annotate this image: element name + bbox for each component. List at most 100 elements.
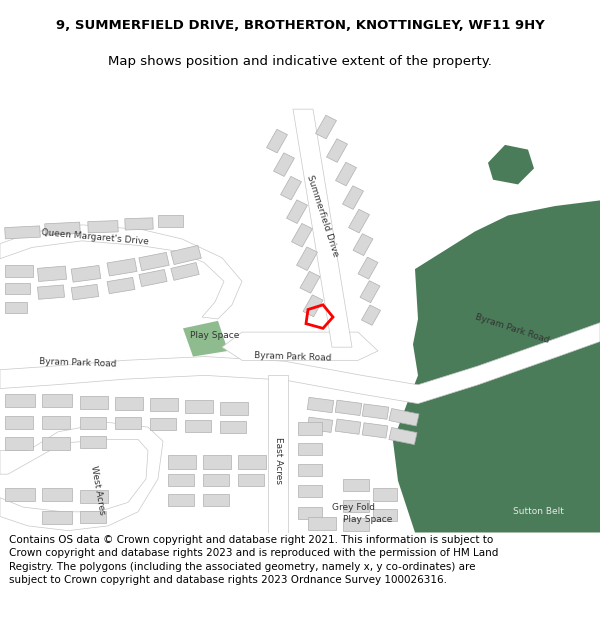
Polygon shape <box>292 223 313 247</box>
Polygon shape <box>42 394 72 408</box>
Polygon shape <box>393 201 600 532</box>
Polygon shape <box>220 402 248 415</box>
Polygon shape <box>71 284 99 300</box>
Polygon shape <box>5 226 40 239</box>
Text: East Acres: East Acres <box>274 436 283 484</box>
Text: Byram Park Road: Byram Park Road <box>254 351 332 362</box>
Polygon shape <box>300 271 320 293</box>
Polygon shape <box>316 115 337 139</box>
Polygon shape <box>298 464 322 476</box>
Polygon shape <box>158 216 183 227</box>
Text: Contains OS data © Crown copyright and database right 2021. This information is : Contains OS data © Crown copyright and d… <box>9 535 499 585</box>
Polygon shape <box>80 490 108 503</box>
Polygon shape <box>298 484 322 497</box>
Polygon shape <box>287 200 307 224</box>
Polygon shape <box>0 422 163 531</box>
Polygon shape <box>222 332 378 361</box>
Polygon shape <box>185 400 213 413</box>
Polygon shape <box>298 422 322 434</box>
Text: 9, SUMMERFIELD DRIVE, BROTHERTON, KNOTTINGLEY, WF11 9HY: 9, SUMMERFIELD DRIVE, BROTHERTON, KNOTTI… <box>56 19 544 32</box>
Polygon shape <box>358 257 378 279</box>
Polygon shape <box>5 436 33 450</box>
Text: Queen Margaret's Drive: Queen Margaret's Drive <box>41 228 149 246</box>
Text: Grey Fold: Grey Fold <box>331 503 374 512</box>
Polygon shape <box>343 499 369 512</box>
Text: Sutton Belt: Sutton Belt <box>512 508 563 516</box>
Polygon shape <box>139 269 167 286</box>
Polygon shape <box>238 456 266 469</box>
Polygon shape <box>298 443 322 456</box>
Polygon shape <box>80 511 106 523</box>
Text: Summerfield Drive: Summerfield Drive <box>305 174 340 258</box>
Polygon shape <box>168 494 194 506</box>
Polygon shape <box>203 456 231 469</box>
Polygon shape <box>107 278 135 294</box>
Polygon shape <box>150 418 176 430</box>
Polygon shape <box>80 396 108 409</box>
Polygon shape <box>80 417 106 429</box>
Polygon shape <box>171 262 199 281</box>
Polygon shape <box>266 129 287 153</box>
Polygon shape <box>307 417 333 432</box>
Polygon shape <box>80 436 106 448</box>
Polygon shape <box>115 417 141 429</box>
Polygon shape <box>168 456 196 469</box>
Polygon shape <box>296 247 317 271</box>
Polygon shape <box>139 253 169 271</box>
Polygon shape <box>71 266 101 282</box>
Polygon shape <box>268 376 288 532</box>
Polygon shape <box>361 305 380 325</box>
Polygon shape <box>274 153 295 176</box>
Polygon shape <box>45 222 80 235</box>
Polygon shape <box>168 474 194 486</box>
Polygon shape <box>183 321 228 357</box>
Text: West Acres: West Acres <box>89 465 107 516</box>
Polygon shape <box>281 176 301 200</box>
Polygon shape <box>185 419 211 432</box>
Polygon shape <box>115 397 143 410</box>
Polygon shape <box>171 246 201 264</box>
Text: Play Space: Play Space <box>190 331 239 341</box>
Polygon shape <box>5 416 33 429</box>
Polygon shape <box>37 266 67 281</box>
Polygon shape <box>326 139 347 162</box>
Polygon shape <box>0 322 600 404</box>
Polygon shape <box>360 281 380 302</box>
Polygon shape <box>42 436 70 450</box>
Polygon shape <box>5 266 33 277</box>
Polygon shape <box>88 221 118 233</box>
Polygon shape <box>335 162 356 186</box>
Text: Byram Park Road: Byram Park Road <box>39 357 117 369</box>
Polygon shape <box>293 109 352 347</box>
Polygon shape <box>362 422 388 438</box>
Polygon shape <box>203 474 229 486</box>
Polygon shape <box>125 218 153 230</box>
Polygon shape <box>5 488 35 501</box>
Polygon shape <box>335 419 361 434</box>
Polygon shape <box>353 234 373 256</box>
Polygon shape <box>42 488 72 501</box>
Polygon shape <box>362 404 389 419</box>
Polygon shape <box>303 295 323 317</box>
Polygon shape <box>335 400 362 416</box>
Polygon shape <box>150 398 178 411</box>
Polygon shape <box>307 398 334 412</box>
Polygon shape <box>389 409 419 426</box>
Polygon shape <box>349 209 370 233</box>
Polygon shape <box>5 283 30 294</box>
Text: Play Space: Play Space <box>343 515 392 524</box>
Polygon shape <box>5 302 27 313</box>
Polygon shape <box>220 421 246 432</box>
Polygon shape <box>42 416 70 429</box>
Polygon shape <box>37 285 65 299</box>
Polygon shape <box>389 428 417 444</box>
Polygon shape <box>373 509 397 521</box>
Polygon shape <box>238 474 264 486</box>
Polygon shape <box>343 186 364 209</box>
Polygon shape <box>298 507 322 519</box>
Polygon shape <box>0 225 242 319</box>
Text: Byram Park Road: Byram Park Road <box>474 312 550 344</box>
Polygon shape <box>488 145 534 184</box>
Polygon shape <box>203 494 229 506</box>
Polygon shape <box>373 488 397 501</box>
